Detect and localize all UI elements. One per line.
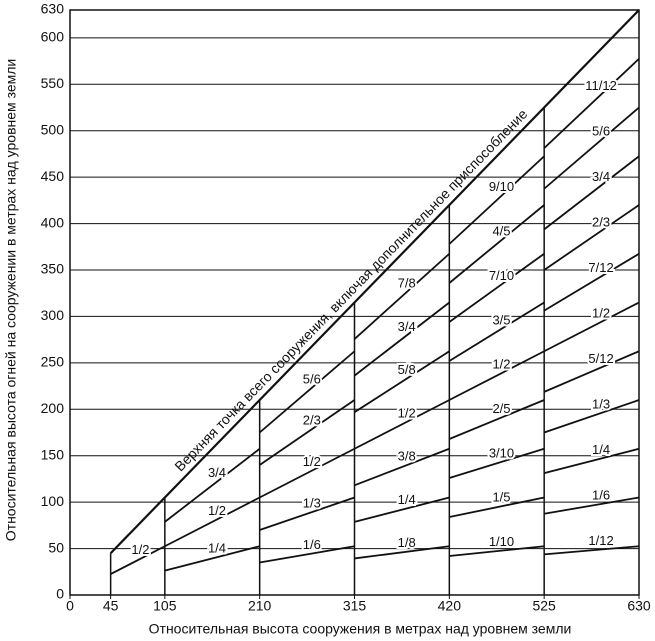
line-label: 2/5 [492,401,510,416]
x-tick-label: 420 [438,598,462,614]
y-tick-label: 500 [41,121,65,137]
x-tick-label: 525 [532,598,556,614]
line-label: 3/5 [492,312,510,327]
line-label: 4/5 [492,224,510,239]
line-label: 1/2 [592,305,610,320]
series-line [259,447,355,499]
line-label: 7/10 [489,268,514,283]
series-line [354,399,450,450]
series-line [259,496,355,531]
line-label: 7/12 [588,260,613,275]
series-line [543,252,640,312]
x-tick-label: 315 [343,598,367,614]
y-tick-label: 400 [41,214,65,230]
series-line [259,545,355,564]
series-line [110,545,166,575]
series-line [543,106,640,190]
line-label: 1/4 [208,541,226,556]
series-line [353,253,450,340]
series-line [354,447,450,487]
series-line [109,9,640,554]
series-line [164,496,261,548]
line-label: 1/2 [492,357,510,372]
line-label: 1/2 [208,503,226,518]
series-line [448,204,545,284]
series-line [544,496,640,515]
line-label: 1/2 [131,542,149,557]
y-tick-label: 300 [41,307,65,323]
series-line [449,496,545,518]
y-tick-label: 550 [41,75,65,91]
series-line [448,350,545,401]
line-label: 1/5 [492,490,510,505]
x-tick-label: 45 [103,598,119,614]
y-tick-label: 50 [48,539,64,555]
line-label: 1/4 [592,442,610,457]
series-line [543,301,640,353]
y-tick-label: 0 [56,586,64,602]
line-label: 1/2 [303,454,321,469]
line-label: 1/8 [398,535,416,550]
line-label: 5/8 [398,362,416,377]
x-tick-label: 630 [627,598,651,614]
series-line [543,155,640,231]
x-axis-label: Относительная высота сооружения в метрах… [149,621,572,637]
y-tick-label: 100 [41,493,65,509]
series-line [543,399,640,434]
line-label: 1/3 [592,396,610,411]
series-line [354,545,450,560]
y-tick-label: 250 [41,354,65,370]
series-line [164,545,260,572]
series-line [449,447,545,479]
y-tick-label: 350 [41,261,65,277]
line-label: 1/6 [303,537,321,552]
x-tick-label: 105 [153,598,177,614]
line-label: 2/3 [303,413,321,428]
y-tick-label: 450 [41,168,65,184]
y-tick-label: 600 [41,29,65,45]
series-line [543,447,640,474]
line-label: 1/12 [588,533,613,548]
line-label: 1/3 [303,496,321,511]
line-label: 1/2 [398,405,416,420]
line-label: 3/4 [592,169,610,184]
x-tick-label: 210 [248,598,272,614]
line-label: 11/12 [585,78,617,93]
series-line [259,399,356,466]
line-label: 5/6 [592,123,610,138]
y-axis-label: Относительная высота огней на сооружении… [3,59,19,541]
line-label: 9/10 [489,179,514,194]
line-label: 5/6 [303,371,321,386]
series-line [448,253,545,323]
series-line [544,545,640,556]
series-line [543,350,640,393]
series-line [449,545,545,557]
line-label: 5/12 [588,351,613,366]
series-line [543,204,640,271]
series-line [448,155,545,245]
y-tick-label: 200 [41,400,65,416]
series-line [354,496,450,523]
series-line [354,350,450,413]
series-line [543,58,640,149]
line-label: 3/8 [398,449,416,464]
line-label: 7/8 [398,276,416,291]
line-label: 3/4 [398,319,416,334]
line-label: 2/3 [592,214,610,229]
line-label: 1/4 [398,492,416,507]
y-tick-label: 630 [41,1,65,17]
line-label: 1/6 [592,487,610,502]
series-line [259,350,356,434]
series-line [448,301,545,362]
series-line [448,399,545,440]
y-tick-label: 150 [41,446,65,462]
line-label: 1/10 [489,534,514,549]
line-label: 3/10 [489,445,514,460]
line-label: 3/4 [208,465,226,480]
series-line [164,448,261,523]
diagonal-label: Верхняя точка всего сооружения, включая … [171,106,530,475]
series-line [353,301,450,377]
x-tick-label: 0 [66,598,74,614]
